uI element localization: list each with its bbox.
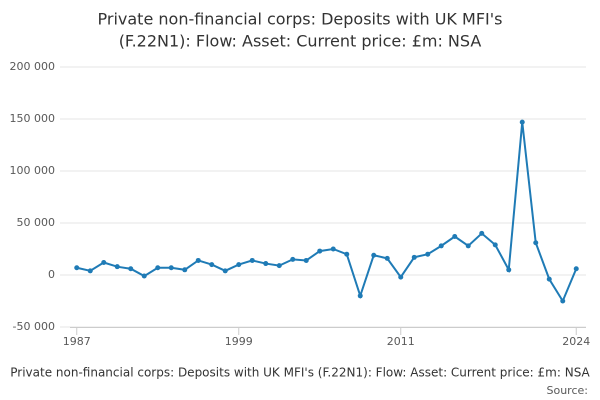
- point: [519, 119, 525, 125]
- series-line: [76, 122, 578, 304]
- point: [182, 267, 188, 273]
- point: [222, 268, 228, 274]
- point: [209, 262, 215, 268]
- point: [560, 298, 566, 304]
- y-tick-label: 150 000: [10, 112, 56, 125]
- source: Source:: [547, 384, 589, 397]
- point: [114, 264, 120, 270]
- y-tick-label: -50 000: [13, 320, 55, 333]
- point: [141, 273, 147, 279]
- point: [168, 265, 174, 271]
- point: [506, 267, 512, 273]
- point: [330, 246, 336, 252]
- point: [155, 265, 161, 271]
- x-tick-label: 1999: [225, 335, 253, 348]
- point: [249, 257, 255, 263]
- point: [303, 257, 309, 263]
- point: [465, 243, 471, 249]
- point: [344, 251, 350, 257]
- point: [411, 254, 417, 260]
- point: [533, 240, 539, 246]
- x-tick-label: 2011: [387, 335, 415, 348]
- point: [425, 251, 431, 257]
- point: [573, 266, 579, 272]
- point: [101, 260, 107, 266]
- point: [87, 268, 93, 274]
- point: [317, 248, 323, 254]
- y-tick-label: 200 000: [10, 60, 56, 73]
- point: [492, 242, 498, 248]
- y-tick-label: 50 000: [17, 216, 56, 229]
- point: [236, 262, 242, 268]
- chart-title: Private non-financial corps: Deposits wi…: [98, 10, 503, 29]
- point: [384, 255, 390, 261]
- point: [128, 266, 134, 272]
- point: [195, 257, 201, 263]
- x-tick-label: 1987: [63, 335, 91, 348]
- point: [371, 252, 377, 258]
- point: [74, 265, 80, 271]
- x-tick-label: 2024: [562, 335, 590, 348]
- point: [452, 234, 458, 240]
- x-axis-label: Private non-financial corps: Deposits wi…: [10, 366, 590, 380]
- point: [357, 293, 363, 299]
- point: [398, 274, 404, 280]
- point: [546, 276, 552, 282]
- point: [263, 261, 269, 267]
- point: [438, 243, 444, 249]
- point: [290, 256, 296, 262]
- point: [479, 230, 485, 236]
- chart-title: (F.22N1): Flow: Asset: Current price: £m…: [119, 32, 482, 51]
- y-tick-label: 100 000: [10, 164, 56, 177]
- y-tick-label: 0: [48, 268, 55, 281]
- point: [276, 263, 282, 269]
